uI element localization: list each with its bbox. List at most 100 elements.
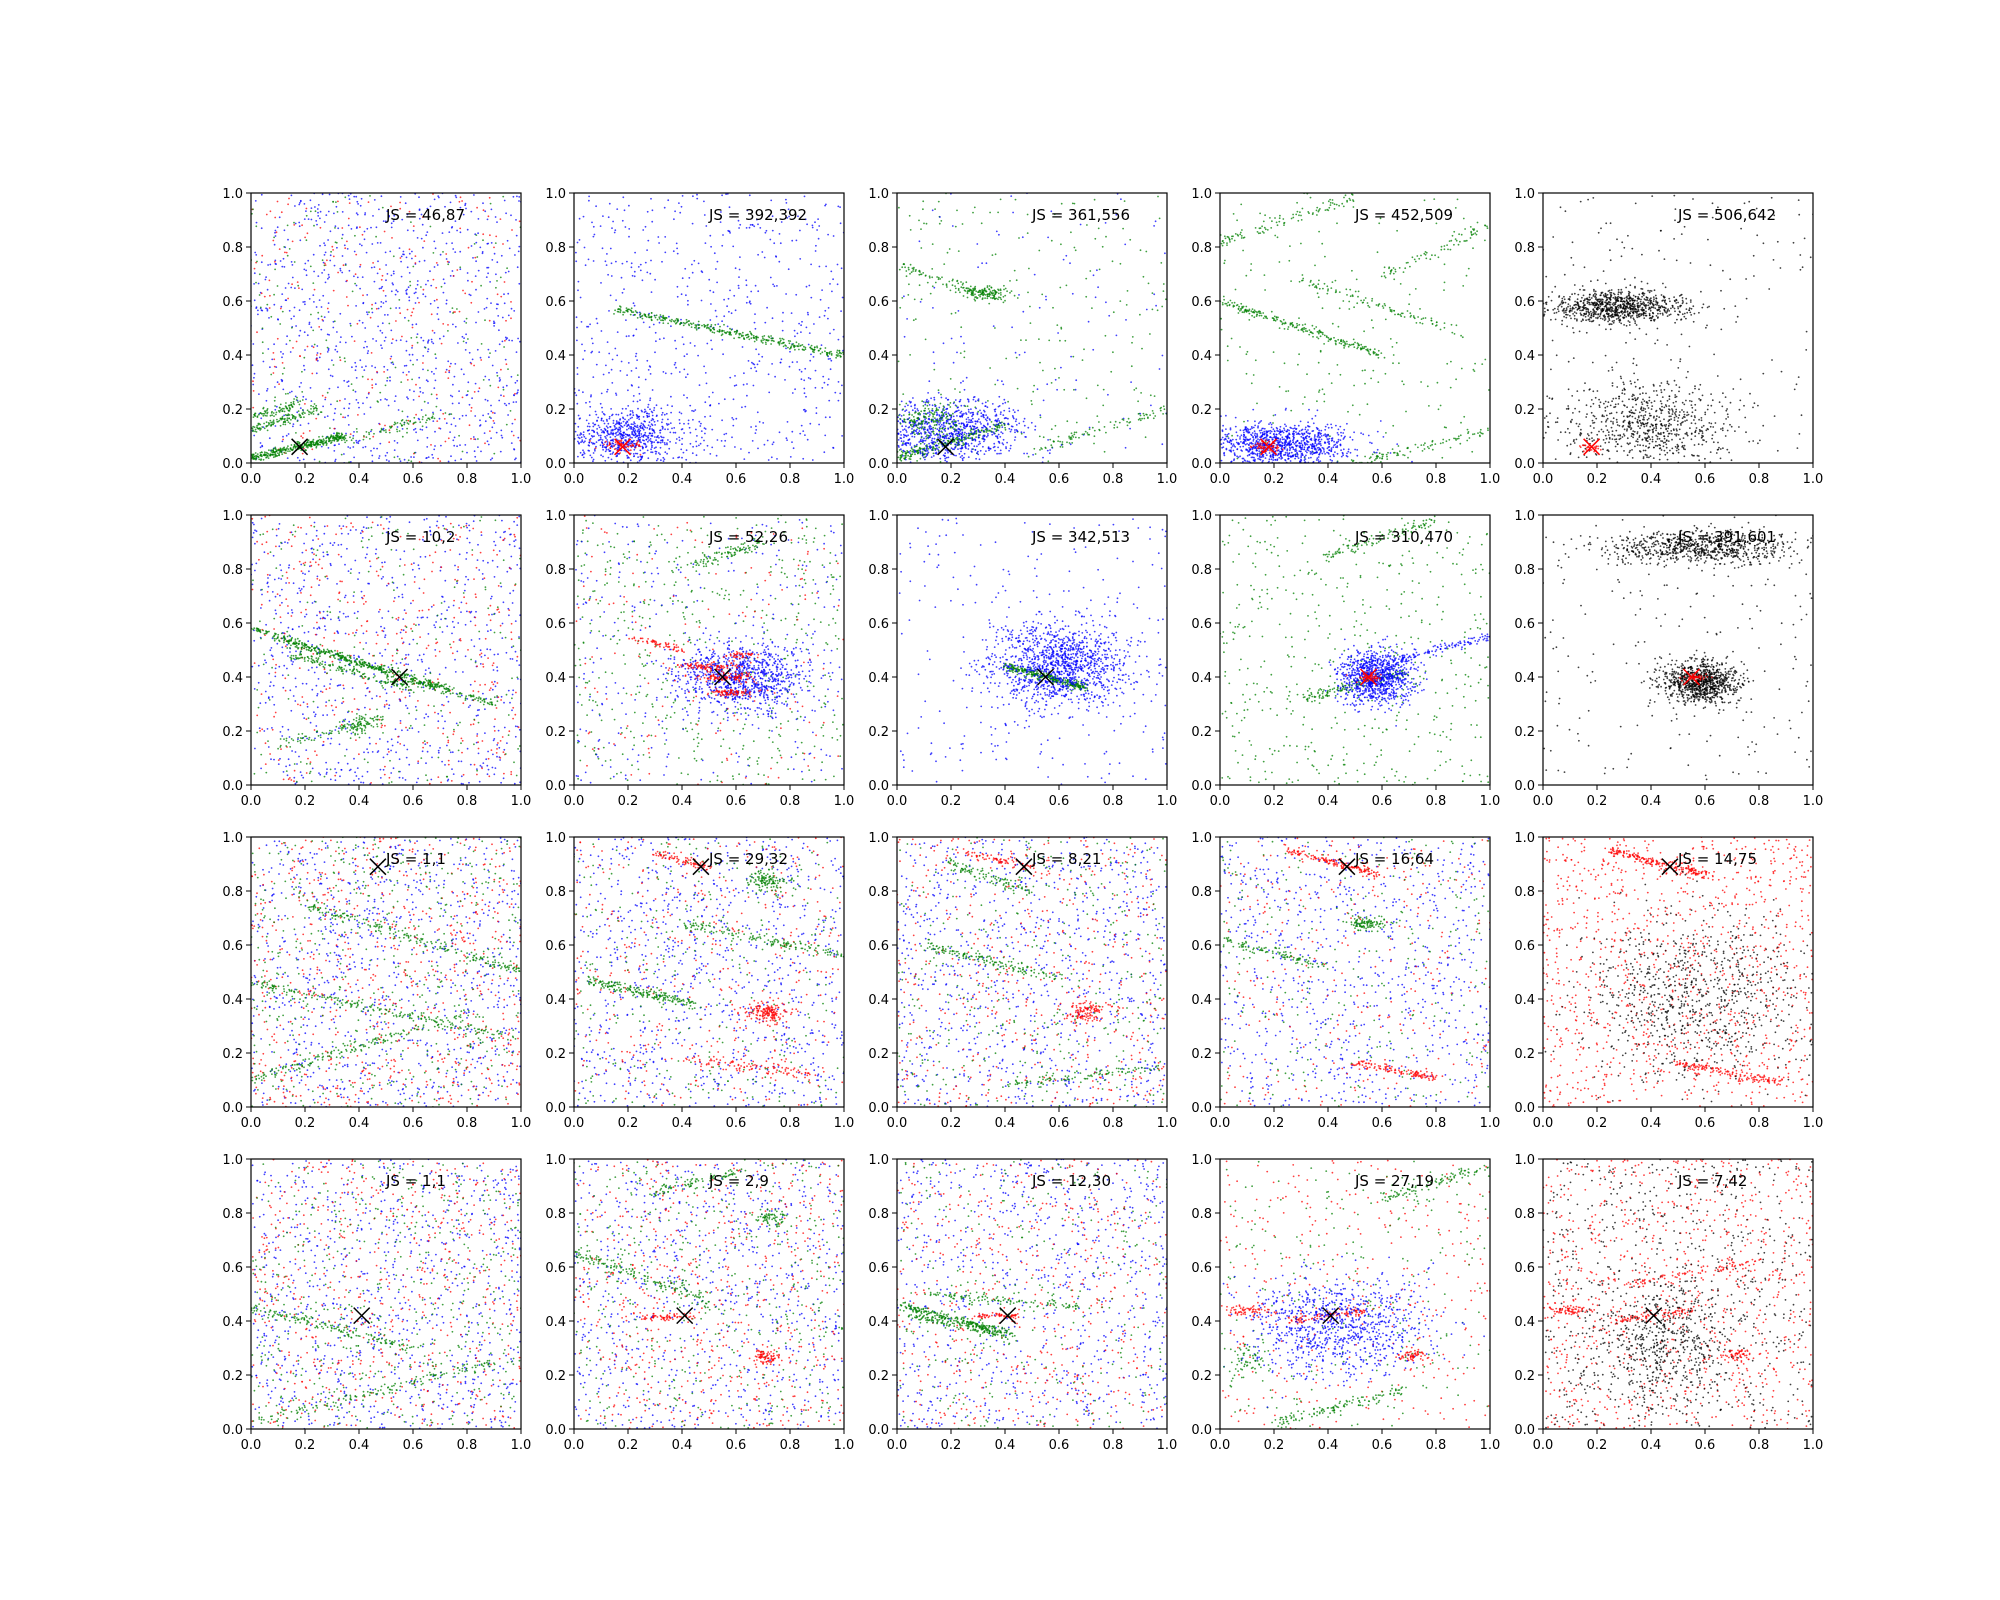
data-point: [444, 205, 446, 208]
data-point: [939, 461, 942, 463]
data-point: [595, 445, 597, 448]
data-point: [686, 373, 689, 376]
data-point: [685, 458, 688, 461]
data-point: [956, 209, 958, 212]
data-point: [281, 356, 283, 359]
data-point: [791, 239, 794, 242]
data-point: [355, 212, 358, 215]
data-point: [704, 401, 707, 404]
data-point: [442, 412, 445, 415]
data-point: [1086, 432, 1089, 434]
data-point: [1020, 339, 1022, 341]
data-point: [305, 441, 308, 444]
data-point: [733, 331, 736, 333]
data-point: [1007, 417, 1009, 420]
data-point: [839, 354, 841, 357]
data-point: [826, 354, 829, 357]
data-point: [1060, 243, 1062, 246]
data-point: [306, 446, 309, 449]
data-point: [401, 335, 403, 338]
data-point: [995, 297, 998, 300]
data-point: [408, 296, 411, 299]
data-point: [742, 383, 745, 386]
data-point: [264, 410, 267, 412]
data-point: [763, 443, 766, 446]
data-point: [1152, 412, 1155, 415]
data-point: [1122, 227, 1124, 230]
data-point: [474, 256, 477, 259]
data-point: [595, 363, 598, 366]
data-point: [912, 270, 914, 272]
data-point: [617, 422, 620, 425]
data-point: [498, 377, 501, 379]
data-point: [1057, 435, 1060, 438]
data-point: [924, 403, 927, 406]
data-point: [308, 413, 310, 416]
data-point: [251, 428, 254, 430]
data-point: [493, 325, 495, 327]
data-point: [731, 417, 734, 419]
data-point: [639, 455, 642, 458]
data-point: [334, 227, 336, 229]
data-point: [284, 393, 287, 395]
data-point: [1131, 336, 1134, 338]
data-point: [344, 416, 346, 419]
data-point: [1068, 435, 1070, 438]
data-point: [348, 402, 351, 405]
data-point: [312, 253, 315, 256]
data-point: [320, 445, 323, 448]
data-point: [273, 236, 275, 239]
data-point: [434, 430, 436, 433]
data-point: [1022, 420, 1025, 423]
data-point: [642, 416, 645, 418]
data-point: [259, 423, 262, 426]
data-point: [300, 382, 302, 384]
data-point: [998, 233, 1000, 236]
data-point: [632, 444, 634, 447]
data-point: [972, 396, 975, 399]
data-point: [351, 335, 353, 338]
data-point: [700, 422, 702, 425]
data-point: [749, 302, 752, 305]
data-point: [421, 223, 424, 226]
data-point: [970, 433, 972, 435]
data-point: [579, 451, 582, 454]
data-point: [310, 400, 313, 402]
data-point: [346, 381, 349, 383]
data-point: [969, 412, 972, 414]
data-point: [484, 398, 487, 401]
data-point: [396, 428, 398, 431]
data-point: [754, 284, 757, 287]
data-point: [287, 421, 290, 423]
data-point: [629, 459, 632, 462]
data-point: [650, 315, 653, 318]
data-point: [321, 193, 324, 196]
data-point: [634, 310, 637, 312]
data-point: [961, 283, 964, 286]
data-point: [339, 312, 342, 315]
data-point: [989, 367, 991, 369]
data-point: [626, 374, 628, 376]
data-point: [263, 295, 266, 298]
data-point: [471, 397, 473, 400]
data-point: [603, 431, 605, 434]
data-point: [657, 452, 660, 454]
data-point: [363, 230, 366, 233]
data-point: [780, 221, 783, 223]
data-point: [284, 405, 287, 408]
data-point: [482, 202, 484, 205]
data-point: [718, 330, 720, 333]
data-point: [620, 422, 623, 424]
data-point: [482, 379, 485, 381]
data-point: [465, 317, 468, 320]
data-point: [1155, 304, 1157, 307]
data-point: [581, 440, 584, 443]
data-point: [600, 428, 603, 431]
data-point: [422, 368, 424, 371]
data-point: [936, 276, 938, 278]
data-point: [582, 391, 584, 394]
data-point: [992, 325, 995, 327]
data-point: [743, 372, 745, 375]
data-point: [918, 446, 921, 449]
data-point: [919, 457, 922, 460]
